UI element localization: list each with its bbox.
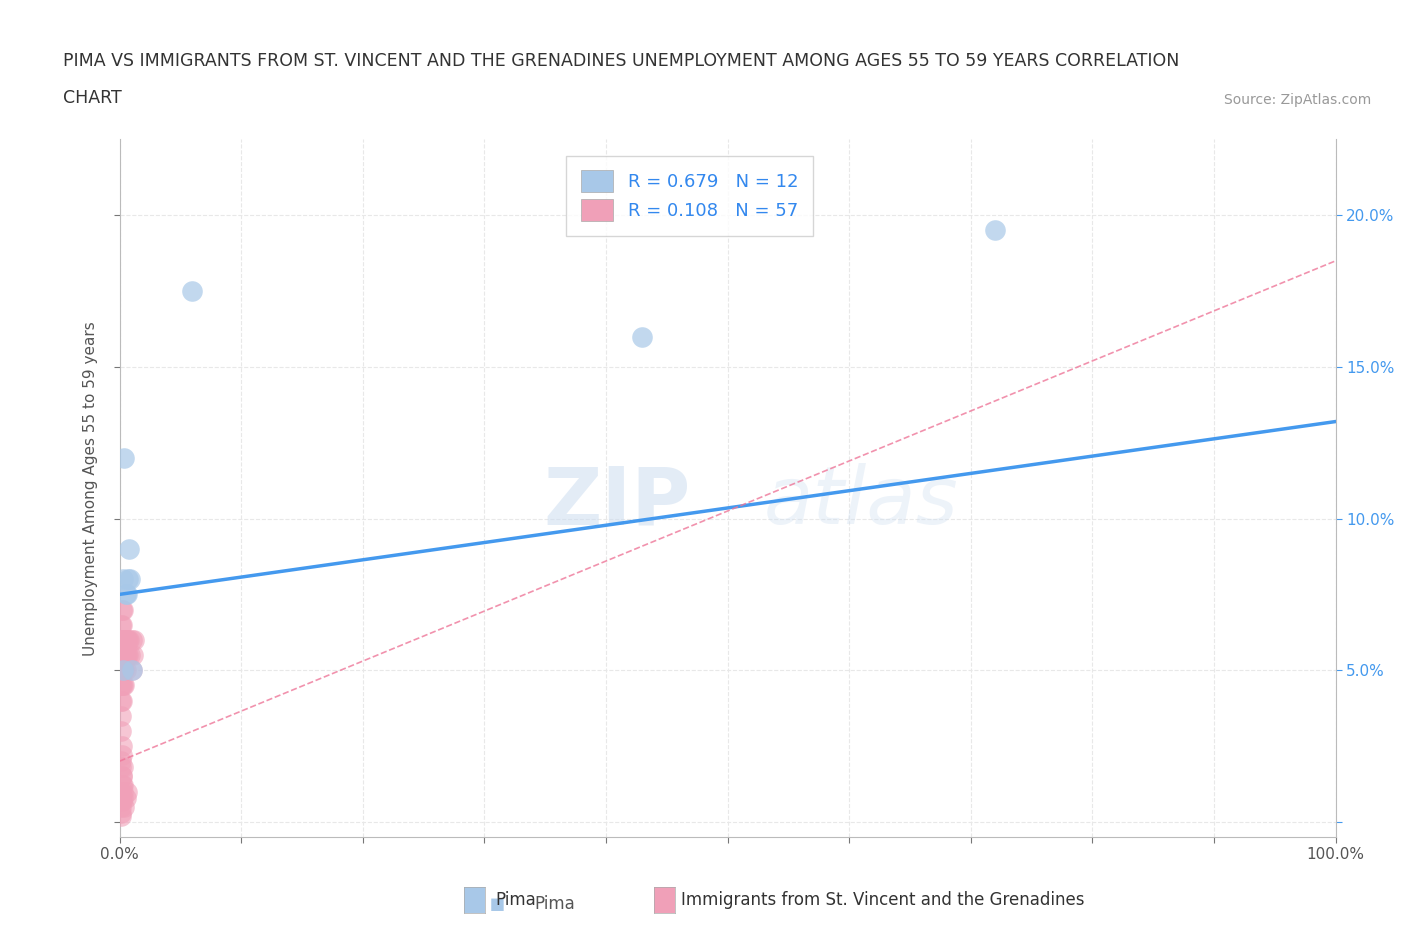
Point — [110, 709, 132, 724]
Point — [110, 760, 132, 775]
Point — [111, 647, 134, 662]
Text: ZIP: ZIP — [544, 463, 692, 541]
Point — [110, 618, 132, 632]
Point — [117, 647, 139, 662]
Point — [114, 647, 136, 662]
Point — [112, 678, 135, 693]
Text: Source: ZipAtlas.com: Source: ZipAtlas.com — [1223, 93, 1371, 107]
Point — [111, 769, 134, 784]
Point — [181, 284, 204, 299]
Point — [121, 663, 143, 678]
Legend: R = 0.679   N = 12, R = 0.108   N = 57: R = 0.679 N = 12, R = 0.108 N = 57 — [567, 155, 813, 235]
Text: PIMA VS IMMIGRANTS FROM ST. VINCENT AND THE GRENADINES UNEMPLOYMENT AMONG AGES 5: PIMA VS IMMIGRANTS FROM ST. VINCENT AND … — [63, 52, 1180, 70]
Point — [112, 632, 135, 647]
Point — [114, 632, 136, 647]
Point — [111, 632, 134, 647]
Point — [112, 799, 135, 814]
Point — [112, 678, 135, 693]
Point — [112, 572, 135, 587]
Point — [112, 450, 135, 465]
Point — [111, 769, 134, 784]
Point — [110, 808, 132, 823]
Text: Immigrants from St. Vincent and the Grenadines: Immigrants from St. Vincent and the Gren… — [681, 891, 1084, 910]
Point — [117, 572, 139, 587]
Point — [115, 647, 138, 662]
Point — [114, 587, 136, 602]
Point — [110, 663, 132, 678]
Point — [111, 778, 134, 793]
Point — [121, 632, 143, 647]
Point — [111, 678, 134, 693]
Point — [112, 632, 135, 647]
Point — [112, 663, 135, 678]
Point — [110, 632, 132, 647]
Point — [111, 793, 134, 808]
Point — [110, 784, 132, 799]
Point — [111, 693, 134, 708]
Point — [110, 753, 132, 768]
Point — [115, 632, 138, 647]
Point — [111, 602, 134, 617]
Point — [110, 647, 132, 662]
Point — [114, 790, 136, 805]
Point — [112, 663, 135, 678]
Point — [111, 663, 134, 678]
Text: atlas: atlas — [763, 463, 959, 541]
Point — [112, 784, 135, 799]
Point — [115, 784, 138, 799]
Point — [112, 663, 135, 678]
Point — [110, 790, 132, 805]
Point — [112, 760, 135, 775]
Point — [118, 632, 141, 647]
Point — [631, 329, 654, 344]
Point — [122, 647, 145, 662]
Point — [114, 663, 136, 678]
Point — [117, 632, 139, 647]
Point — [121, 663, 143, 678]
Point — [112, 790, 135, 805]
Text: ▪: ▪ — [489, 892, 506, 916]
Point — [118, 541, 141, 556]
Point — [110, 805, 132, 820]
Point — [112, 602, 135, 617]
Point — [984, 223, 1007, 238]
Point — [111, 748, 134, 763]
Point — [110, 799, 132, 814]
Point — [110, 693, 132, 708]
Point — [122, 632, 145, 647]
Point — [111, 618, 134, 632]
Text: Pima: Pima — [495, 891, 536, 910]
Point — [120, 647, 142, 662]
Point — [110, 678, 132, 693]
Y-axis label: Unemployment Among Ages 55 to 59 years: Unemployment Among Ages 55 to 59 years — [83, 321, 98, 656]
Point — [112, 647, 135, 662]
Point — [120, 572, 142, 587]
Point — [112, 647, 135, 662]
Text: Pima: Pima — [534, 895, 575, 913]
Point — [111, 738, 134, 753]
Point — [115, 587, 138, 602]
Point — [112, 778, 135, 793]
Text: CHART: CHART — [63, 89, 122, 107]
Point — [110, 724, 132, 738]
